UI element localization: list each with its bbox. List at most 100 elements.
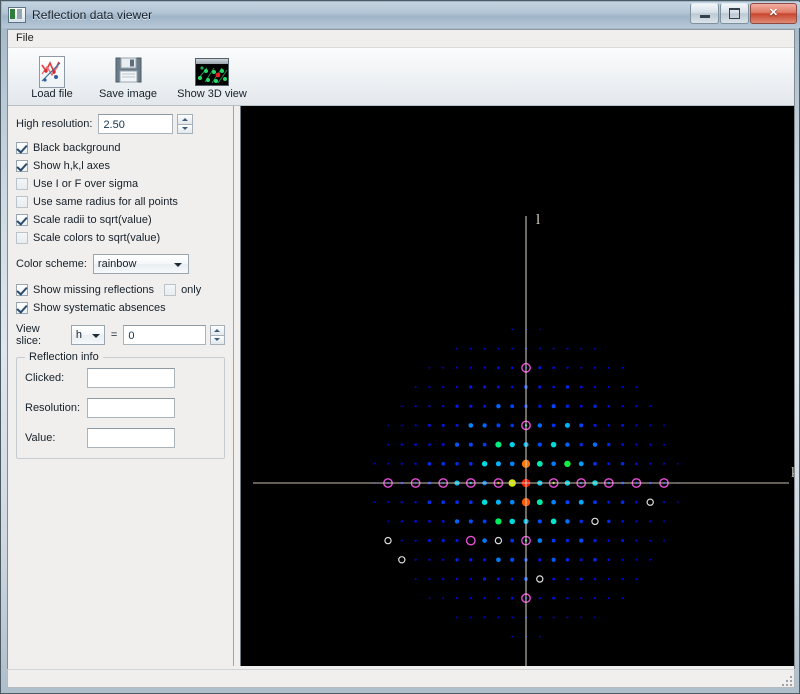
resolution-label: Resolution:: [25, 402, 81, 414]
reflection-point: [496, 404, 501, 409]
reflection-point: [538, 385, 542, 389]
reflection-point: [662, 501, 666, 504]
save-image-button[interactable]: Save image: [94, 52, 162, 101]
high-resolution-input[interactable]: 2.50: [98, 114, 174, 134]
checkbox-icon-unchecked[interactable]: [16, 232, 28, 244]
reflection-point: [469, 385, 473, 389]
systematic-absence-marker: [494, 536, 503, 545]
high-resolution-label: High resolution:: [16, 118, 93, 130]
view-slice-stepper-down[interactable]: [209, 334, 225, 345]
reflection-point: [663, 539, 665, 542]
reflection-point: [607, 442, 611, 447]
minimize-button[interactable]: [690, 3, 719, 24]
close-button[interactable]: ✕: [750, 3, 797, 24]
reflection-point: [565, 442, 570, 447]
checkbox-scale-radii-sqrt[interactable]: Scale radii to sqrt(value): [16, 214, 225, 226]
reflection-point: [400, 405, 403, 408]
checkbox-black-background[interactable]: Black background: [16, 142, 225, 154]
reflection-point: [400, 424, 403, 427]
reflection-point: [607, 366, 610, 369]
view-slice-value-input[interactable]: 0: [123, 325, 206, 345]
high-resolution-row: High resolution: 2.50: [16, 114, 225, 134]
checkbox-icon-checked[interactable]: [16, 214, 28, 226]
reflection-point: [565, 558, 570, 562]
reflection-point: [509, 441, 515, 448]
reflection-point: [538, 597, 541, 600]
checkbox-icon-checked[interactable]: [16, 142, 28, 154]
reflection-point: [621, 423, 625, 427]
value-value[interactable]: [87, 428, 175, 448]
reflection-point: [414, 539, 417, 542]
reflection-point: [649, 558, 652, 561]
reflection-point: [579, 423, 584, 428]
reflection-point: [538, 558, 542, 562]
checkbox-label: Black background: [33, 142, 121, 154]
reflection-point: [621, 385, 624, 389]
reflection-point: [579, 558, 583, 562]
reflection-point: [621, 597, 624, 600]
resize-grip[interactable]: [779, 673, 792, 686]
reflection-point: [441, 519, 445, 523]
reflection-point: [428, 366, 431, 369]
reflection-point: [635, 558, 638, 561]
reflection-point: [496, 577, 500, 581]
reflection-point: [593, 500, 597, 505]
reflection-point: [427, 519, 431, 523]
reflection-point: [455, 366, 459, 369]
checkbox-show-systematic-absences[interactable]: Show systematic absences: [16, 302, 225, 314]
load-file-button[interactable]: Load file: [18, 52, 86, 101]
view-slice-axis-select[interactable]: h: [70, 325, 105, 345]
checkbox-icon-unchecked[interactable]: [164, 284, 177, 296]
settings-panel: High resolution: 2.50 Black background: [8, 106, 234, 666]
maximize-button[interactable]: [720, 3, 749, 24]
view-slice-axis-value: h: [75, 329, 82, 341]
systematic-absence-marker: [646, 498, 654, 506]
reflection-point: [414, 520, 417, 523]
reflection-point: [442, 385, 445, 389]
checkbox-label: Use same radius for all points: [33, 196, 178, 208]
checkbox-icon-checked[interactable]: [16, 284, 28, 296]
checkbox-icon-checked[interactable]: [16, 302, 28, 314]
reflection-plot-canvas[interactable]: lk: [241, 106, 794, 666]
reflection-plot[interactable]: lk: [240, 106, 794, 666]
reflection-point: [593, 461, 597, 466]
floppy-icon: [115, 57, 142, 83]
systematic-absence-marker: [384, 536, 392, 545]
reflection-point: [469, 347, 472, 350]
checkbox-scale-colors-sqrt[interactable]: Scale colors to sqrt(value): [16, 232, 225, 244]
clicked-value[interactable]: [87, 368, 175, 388]
checkbox-show-missing-reflections[interactable]: Show missing reflections only: [16, 284, 225, 296]
reflection-point: [607, 424, 611, 427]
high-resolution-stepper-up[interactable]: [177, 114, 194, 124]
reflection-point: [552, 596, 555, 600]
checkbox-icon-unchecked[interactable]: [16, 196, 28, 208]
resolution-value[interactable]: [87, 398, 175, 418]
color-scheme-select[interactable]: rainbow: [92, 254, 189, 274]
high-resolution-stepper[interactable]: [177, 114, 194, 134]
reflection-point: [566, 596, 569, 600]
reflection-point: [495, 461, 501, 467]
reflection-point: [566, 366, 569, 369]
reflection-point: [441, 423, 445, 427]
view-slice-stepper-up[interactable]: [209, 325, 225, 335]
reflection-point: [414, 558, 417, 561]
reflection-point: [455, 500, 459, 504]
view-slice-stepper[interactable]: [209, 325, 225, 345]
reflection-point: [593, 558, 597, 562]
checkbox-use-same-radius[interactable]: Use same radius for all points: [16, 196, 225, 208]
reflection-point: [592, 442, 598, 447]
reflection-point: [428, 443, 431, 446]
reflection-point: [564, 460, 571, 468]
reflection-point: [538, 635, 541, 638]
reflection-point: [579, 519, 583, 524]
high-resolution-stepper-down[interactable]: [177, 123, 194, 134]
reflection-point: [387, 424, 389, 427]
checkbox-use-i-or-f-over-sigma[interactable]: Use I or F over sigma: [16, 178, 225, 190]
checkbox-icon-unchecked[interactable]: [16, 178, 28, 190]
menu-item-file[interactable]: File: [16, 32, 34, 44]
checkbox-icon-checked[interactable]: [16, 160, 28, 172]
show-3d-view-button[interactable]: Show 3D view: [170, 52, 254, 101]
reflection-point: [593, 538, 597, 543]
reflection-point: [536, 499, 543, 506]
checkbox-show-hkl-axes[interactable]: Show h,k,l axes: [16, 160, 225, 172]
